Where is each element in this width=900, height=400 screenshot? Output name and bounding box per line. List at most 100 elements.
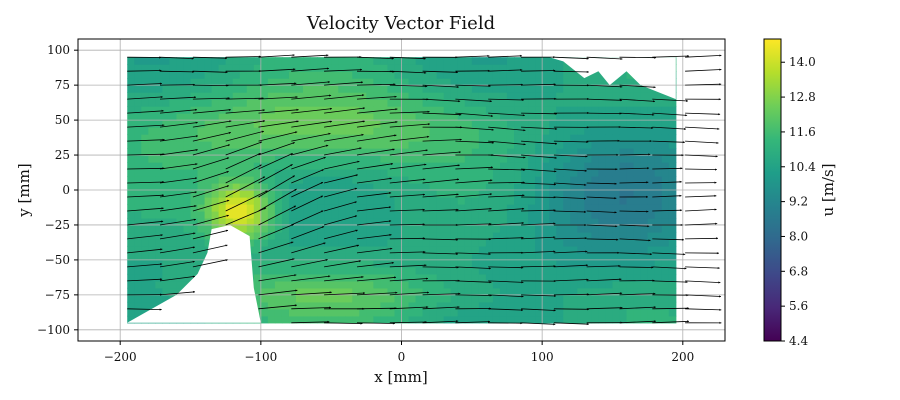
field-cell <box>190 231 199 240</box>
field-cell <box>394 224 403 233</box>
field-cell <box>253 266 262 275</box>
field-cell <box>542 259 550 268</box>
colorbar-label: u [m/s] <box>819 163 837 216</box>
field-cell <box>605 162 614 170</box>
field-cell <box>542 57 550 65</box>
field-cell <box>260 148 269 156</box>
field-cell <box>570 127 578 135</box>
field-cell <box>485 71 494 79</box>
vector-arrow <box>324 292 366 296</box>
field-cell <box>169 183 178 191</box>
field-cell <box>387 127 396 135</box>
field-cell <box>246 169 255 177</box>
field-cell <box>141 245 149 254</box>
field-cell <box>352 190 360 198</box>
vector-arrowhead <box>159 82 162 85</box>
field-cell <box>317 71 325 79</box>
field-cell <box>422 155 431 163</box>
field-cell <box>310 245 318 254</box>
field-cell <box>563 141 571 149</box>
field-cell <box>570 280 578 289</box>
vector-arrow <box>291 307 332 310</box>
field-cell <box>148 113 156 121</box>
field-cell <box>352 141 360 149</box>
y-tick-label: 50 <box>55 113 70 127</box>
field-cell <box>281 85 290 93</box>
field-cell <box>274 217 283 226</box>
field-cell <box>317 148 325 156</box>
vector-arrowhead <box>395 108 398 111</box>
field-cell <box>267 238 276 247</box>
field-cell <box>654 183 663 191</box>
field-cell <box>556 71 564 79</box>
field-cell <box>331 92 339 100</box>
field-cell <box>331 266 339 275</box>
field-cell <box>549 92 557 100</box>
field-cell <box>345 238 353 247</box>
field-cell <box>619 259 628 268</box>
field-cell <box>598 196 607 205</box>
vector-arrow <box>159 232 196 240</box>
field-cell <box>401 266 410 275</box>
field-cell <box>359 210 367 219</box>
vector-arrow <box>258 241 294 254</box>
field-cell <box>647 252 656 261</box>
field-cell <box>296 71 304 79</box>
field-cell <box>324 127 332 135</box>
field-cell <box>162 169 171 177</box>
field-cell <box>521 64 529 72</box>
field-cell <box>380 92 389 100</box>
vector-arrowhead <box>458 100 461 103</box>
field-cell <box>506 155 515 163</box>
field-cell <box>387 78 396 86</box>
field-cell <box>436 238 445 247</box>
field-cell <box>162 141 171 149</box>
field-cell <box>183 245 192 254</box>
vector-arrow <box>356 163 393 170</box>
vector-arrowhead <box>520 68 523 71</box>
field-cell <box>506 99 515 107</box>
vector-arrow <box>422 238 459 241</box>
field-cell <box>281 155 290 163</box>
field-cell <box>457 217 466 226</box>
field-cell <box>211 210 220 219</box>
field-cell <box>436 64 445 72</box>
field-cell <box>162 106 171 114</box>
field-cell <box>570 92 578 100</box>
field-cell <box>169 266 178 275</box>
vector-arrowhead <box>715 222 718 225</box>
vector-arrow <box>652 320 690 324</box>
field-cell <box>577 134 585 142</box>
field-cell <box>415 141 424 149</box>
field-cell <box>253 106 262 114</box>
vector-arrowhead <box>228 131 231 134</box>
vector-arrowhead <box>615 225 618 228</box>
field-cell <box>542 92 550 100</box>
field-cell <box>176 190 185 198</box>
field-cell <box>478 315 487 324</box>
field-cell <box>324 120 332 128</box>
field-cell <box>373 308 381 317</box>
vector-arrow <box>323 215 358 226</box>
field-cell <box>183 183 192 191</box>
field-cell <box>514 217 522 226</box>
field-cell <box>359 85 367 93</box>
field-cell <box>570 120 578 128</box>
field-cell <box>148 301 156 310</box>
field-cell <box>253 224 262 233</box>
field-cell <box>246 217 255 226</box>
field-cell <box>605 99 614 107</box>
field-cell <box>563 315 571 324</box>
field-cell <box>183 78 192 86</box>
vector-arrow <box>586 112 622 114</box>
field-cell <box>345 217 353 226</box>
field-cell <box>352 280 360 289</box>
field-cell <box>267 280 276 289</box>
field-cell <box>499 315 508 324</box>
field-cell <box>584 210 592 219</box>
field-cell <box>380 301 389 310</box>
field-cell <box>162 280 171 289</box>
field-cell <box>303 190 311 198</box>
field-cell <box>380 176 389 184</box>
field-cell <box>499 78 508 86</box>
